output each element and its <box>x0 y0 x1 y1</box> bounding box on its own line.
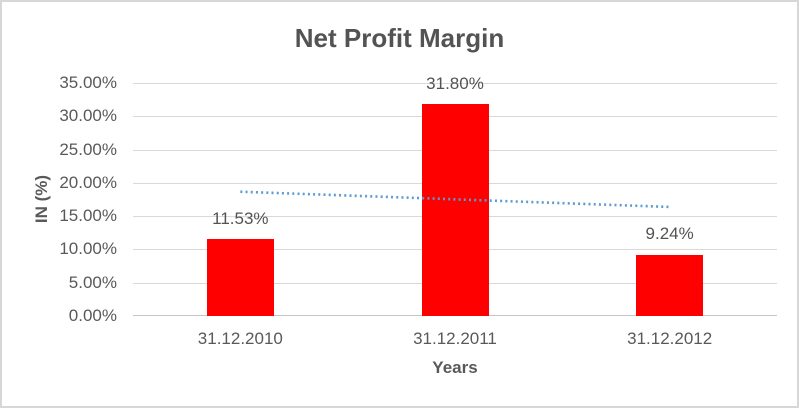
x-axis-title: Years <box>432 358 478 377</box>
y-tick-label: 20.00% <box>59 172 117 192</box>
y-tick-label: 0.00% <box>68 306 117 325</box>
x-axis-label: 31.12.2010 <box>197 329 283 348</box>
y-tick-label: 10.00% <box>59 239 117 259</box>
bar-31.12.2012[interactable] <box>636 254 704 316</box>
x-axis-label: 31.12.2012 <box>627 329 713 348</box>
y-tick-label: 25.00% <box>59 139 117 159</box>
trendline[interactable] <box>133 83 777 316</box>
y-tick-label: 30.00% <box>59 106 117 126</box>
bar-31.12.2010[interactable] <box>206 239 274 316</box>
y-tick-label: 35.00% <box>59 73 117 92</box>
y-tick-label: 15.00% <box>59 206 117 226</box>
y-tick-label: 5.00% <box>68 272 117 292</box>
x-axis-label: 31.12.2011 <box>413 329 497 348</box>
chart-title: Net Profit Margin <box>294 23 505 53</box>
plot-area <box>133 83 777 316</box>
bar-31.12.2011[interactable] <box>421 104 489 316</box>
data-label-31.12.2011: 31.80% <box>426 74 484 94</box>
data-label-31.12.2010: 11.53% <box>212 209 269 229</box>
data-label-31.12.2012: 9.24% <box>645 224 694 244</box>
gridline <box>133 83 777 84</box>
